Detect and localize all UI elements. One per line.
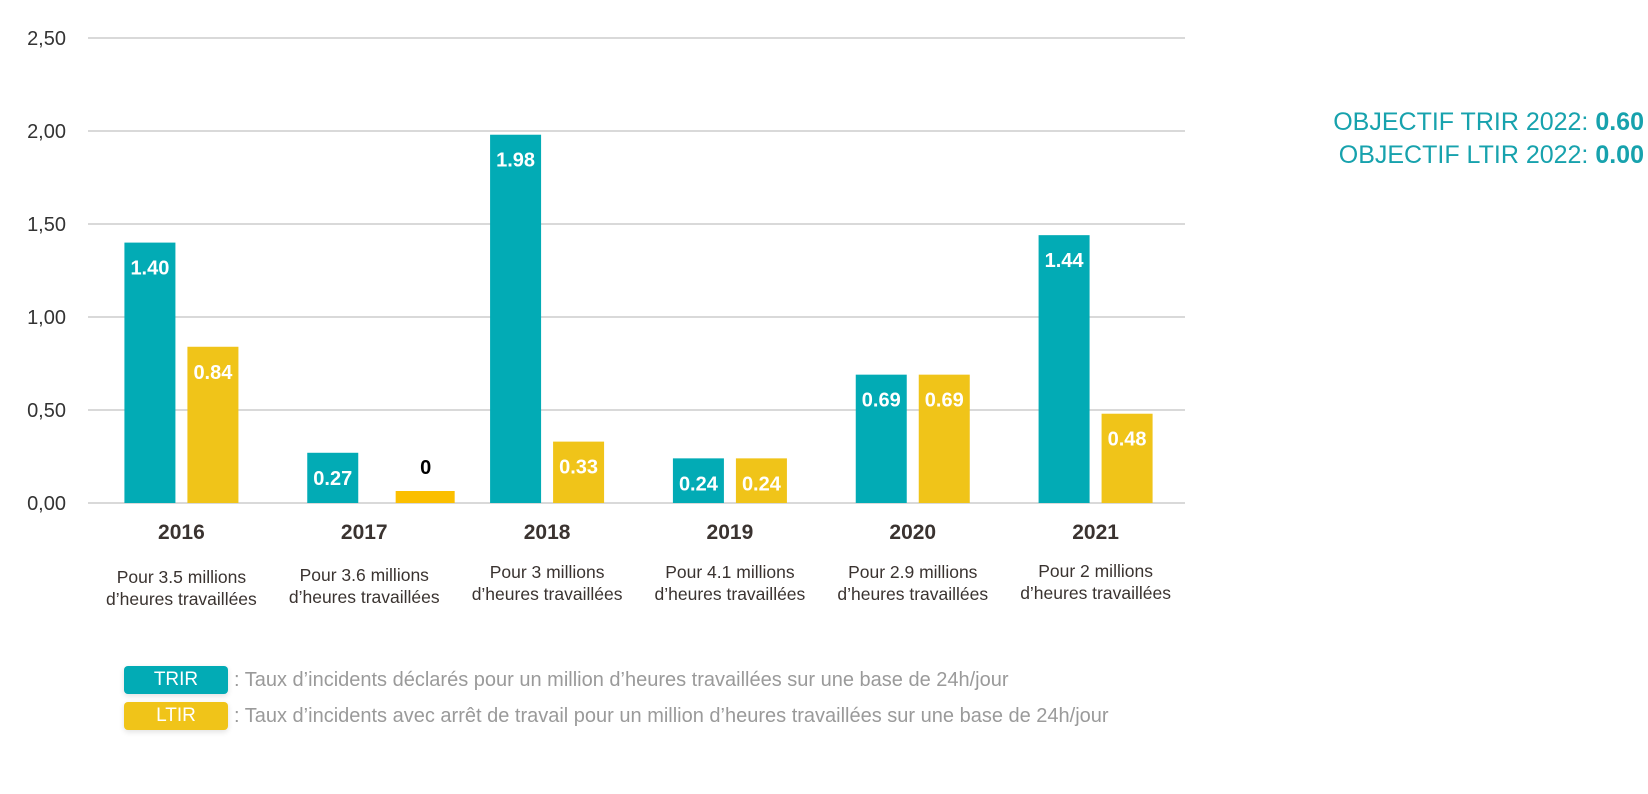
bars (124, 134, 1153, 503)
x-category-year: 2017 (341, 521, 388, 544)
x-category-hours-line1: Pour 4.1 millions (665, 562, 795, 582)
bar-label-ltir-2020: 0.69 (925, 390, 964, 412)
objective-ltir-value: 0.00 (1595, 141, 1644, 169)
legend-item-ltir: LTIR : Taux d’incidents avec arrêt de tr… (124, 698, 1109, 734)
y-tick-label: 0,00 (27, 493, 66, 515)
x-category-hours-line2: d’heures travaillées (289, 587, 440, 607)
bar-label-ltir-2021: 0.48 (1108, 429, 1147, 451)
bar-ltir-2019 (735, 458, 787, 503)
bar-label-trir-2016: 1.40 (130, 258, 169, 280)
legend-text-ltir: : Taux d’incidents avec arrêt de travail… (234, 704, 1109, 727)
objective-trir: OBJECTIF TRIR 2022: 0.60 (1333, 106, 1644, 139)
gridlines (88, 37, 1185, 504)
bar-ltir-2020 (918, 374, 970, 503)
y-axis-ticks: 0,00 0,50 1,00 1,50 2,00 2,50 (27, 28, 66, 515)
bar-label-trir-2017: 0.27 (313, 468, 352, 490)
objectives-panel: OBJECTIF TRIR 2022: 0.60 OBJECTIF LTIR 2… (1333, 106, 1644, 172)
x-category-hours-line1: Pour 3.6 millions (300, 565, 430, 585)
bar-ltir-2018 (553, 441, 605, 503)
x-category-hours-line2: d’heures travaillées (655, 584, 806, 604)
x-category-year: 2018 (524, 521, 571, 544)
x-category-year: 2020 (889, 521, 936, 544)
objective-trir-label: OBJECTIF TRIR 2022: (1333, 108, 1596, 136)
bar-label-ltir-2017: 0 (420, 457, 431, 479)
objective-ltir-label: OBJECTIF LTIR 2022: (1338, 141, 1596, 169)
y-tick-label: 1,00 (27, 307, 66, 329)
bar-trir-2020 (855, 374, 907, 503)
bar-trir-2018 (490, 134, 542, 503)
legend-swatch-trir: TRIR (124, 666, 228, 694)
bar-label-trir-2021: 1.44 (1045, 250, 1085, 272)
objective-ltir: OBJECTIF LTIR 2022: 0.00 (1333, 139, 1644, 172)
bar-label-ltir-2018: 0.33 (559, 457, 598, 479)
x-category-year: 2016 (158, 521, 205, 544)
bar-label-trir-2019: 0.24 (679, 473, 719, 495)
x-category-hours-line2: d’heures travaillées (472, 584, 623, 604)
bar-trir-2017 (307, 452, 359, 503)
bar-value-labels: 1.40 0.84 0.27 0 1.98 0.33 0.24 0.24 0.69 0.69 1.4… (130, 150, 1146, 496)
x-category-year: 2019 (707, 521, 754, 544)
y-tick-label: 2,50 (27, 28, 66, 50)
bar-ltir-2016 (187, 346, 239, 503)
legend: TRIR : Taux d’incidents déclarés pour un… (124, 662, 1109, 734)
x-category-hours-line1: Pour 2 millions (1038, 561, 1153, 581)
x-category-hours-line2: d’heures travaillées (837, 584, 988, 604)
y-tick-label: 0,50 (27, 400, 66, 422)
x-category-year: 2021 (1072, 521, 1119, 544)
y-tick-label: 2,00 (27, 121, 66, 143)
bar-label-ltir-2016: 0.84 (193, 362, 233, 384)
bar-ltir-2021 (1101, 413, 1153, 503)
legend-item-trir: TRIR : Taux d’incidents déclarés pour un… (124, 662, 1109, 698)
bar-trir-2019 (672, 458, 724, 503)
x-category-hours-line2: d’heures travaillées (106, 589, 257, 609)
bar-label-trir-2018: 1.98 (496, 150, 535, 172)
x-category-hours-line2: d’heures travaillées (1020, 583, 1171, 603)
bar-trir-2021 (1038, 235, 1090, 503)
bar-label-ltir-2019: 0.24 (742, 473, 782, 495)
x-category-hours-line1: Pour 3 millions (490, 562, 605, 582)
legend-swatch-ltir: LTIR (124, 702, 228, 730)
legend-text-trir: : Taux d’incidents déclarés pour un mill… (234, 668, 1009, 691)
bar-label-trir-2020: 0.69 (862, 390, 901, 412)
bar-ltir-2017-zero (395, 491, 455, 503)
bar-trir-2016 (124, 242, 176, 503)
x-category-hours-line1: Pour 2.9 millions (848, 562, 978, 582)
y-tick-label: 1,50 (27, 214, 66, 236)
x-category-hours-line1: Pour 3.5 millions (117, 567, 247, 587)
objective-trir-value: 0.60 (1595, 108, 1644, 136)
